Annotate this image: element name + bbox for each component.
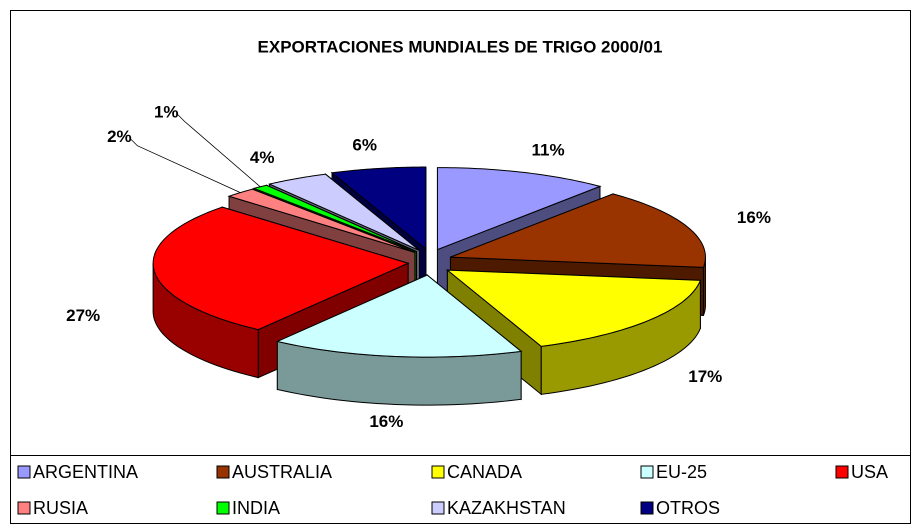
value-label: 16%	[369, 412, 403, 431]
slice-top	[267, 173, 420, 251]
pie-slice	[275, 274, 523, 406]
value-label: 17%	[688, 367, 722, 386]
legend-label: KAZAKHSTAN	[447, 498, 566, 518]
value-label: 6%	[352, 135, 377, 154]
legend-swatch	[17, 465, 31, 479]
slice-top	[275, 274, 523, 358]
legend-swatch	[216, 465, 230, 479]
legend-swatch	[17, 501, 31, 515]
value-label: 2%	[107, 127, 132, 146]
legend-label: AUSTRALIA	[232, 462, 332, 482]
chart-title: EXPORTACIONES MUNDIALES DE TRIGO 2000/01	[258, 37, 663, 56]
legend-label: RUSIA	[33, 498, 88, 518]
leader-line	[175, 112, 261, 188]
legend-label: OTROS	[656, 498, 720, 518]
legend-swatch	[431, 465, 445, 479]
slice-top	[436, 167, 602, 251]
slice-top	[252, 184, 417, 253]
legend-swatch	[216, 501, 230, 515]
legend-swatch	[640, 465, 654, 479]
slice-top	[330, 166, 427, 251]
legend-label: ARGENTINA	[33, 462, 138, 482]
legend-label: CANADA	[447, 462, 522, 482]
value-label: 4%	[250, 148, 275, 167]
value-label: 16%	[737, 208, 771, 227]
legend-swatch	[431, 501, 445, 515]
slice-top	[445, 269, 702, 347]
slice-top	[450, 193, 706, 268]
value-label: 11%	[531, 140, 564, 159]
leader-line	[129, 137, 241, 193]
legend-label: INDIA	[232, 498, 280, 518]
value-label: 1%	[154, 103, 179, 122]
legend-swatch	[640, 501, 654, 515]
slice-top	[152, 206, 410, 331]
legend-label: USA	[851, 462, 888, 482]
value-label: 27%	[66, 306, 100, 325]
legend-label: EU-25	[656, 462, 707, 482]
legend-swatch	[835, 465, 849, 479]
